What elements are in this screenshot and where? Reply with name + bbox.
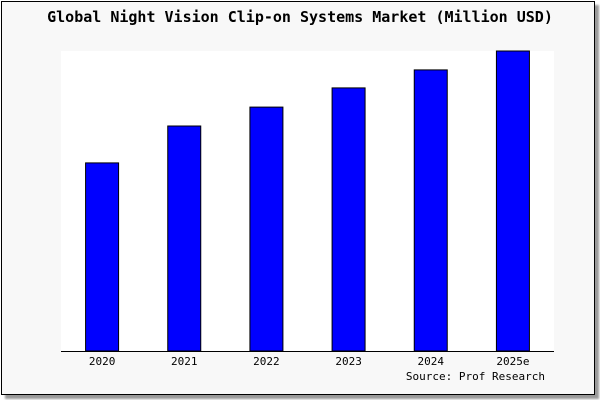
bar-2020 [85,162,120,352]
bar-2024 [413,69,448,352]
x-tick-label: 2024 [418,355,445,368]
x-tick-label: 2023 [335,355,362,368]
chart-frame: Global Night Vision Clip-on Systems Mark… [1,1,595,395]
bar-2025e [495,50,530,352]
x-tick-label: 2022 [253,355,280,368]
x-tick-label: 2020 [89,355,116,368]
x-tick-label: 2025e [496,355,529,368]
bar-2021 [167,125,202,352]
source-note: Source: Prof Research [405,370,545,383]
chart-title: Global Night Vision Clip-on Systems Mark… [47,8,553,26]
plot-area [61,51,554,352]
bar-2023 [331,87,366,352]
bar-2022 [249,106,284,352]
x-tick-label: 2021 [171,355,198,368]
